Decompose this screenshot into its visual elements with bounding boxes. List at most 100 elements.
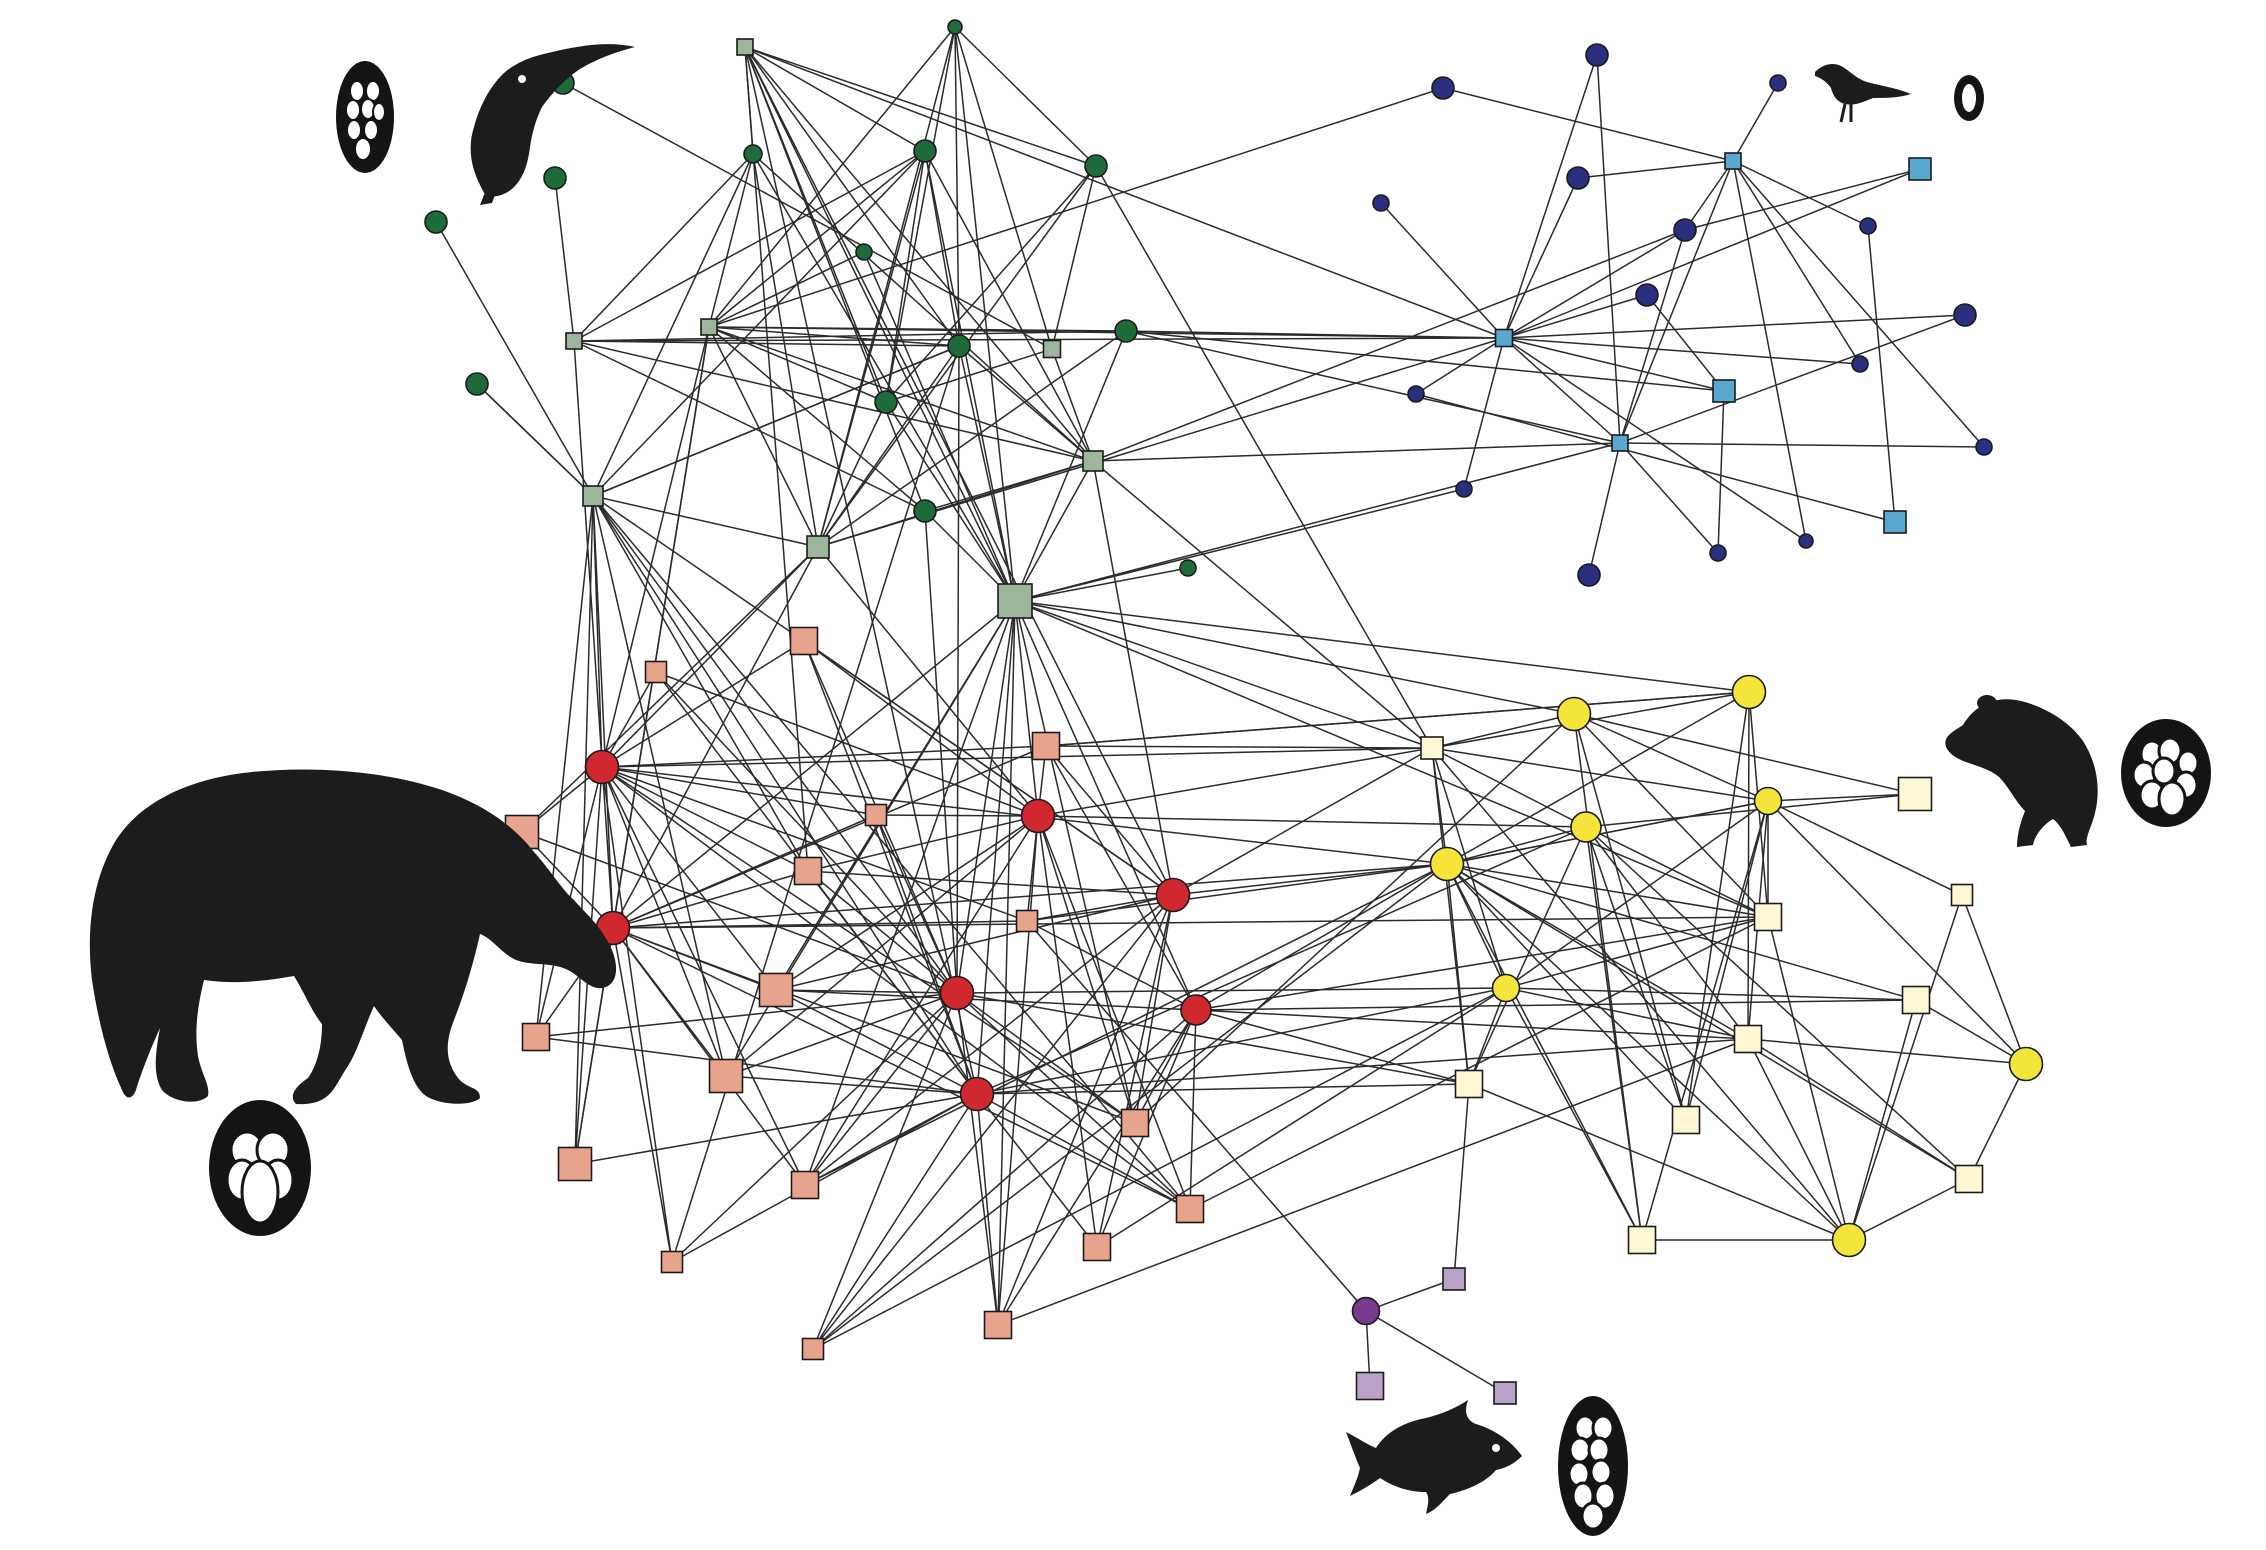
- interaction-edge: [1172, 863, 1448, 896]
- interaction-edge: [708, 87, 1444, 328]
- interaction-edge: [535, 1036, 978, 1095]
- plant-node: [793, 856, 823, 886]
- interaction-edge: [1365, 1278, 1455, 1312]
- interaction-edge: [1095, 165, 1433, 749]
- interaction-edge: [803, 640, 978, 1095]
- interaction-edge: [997, 600, 1016, 1326]
- interaction-edge: [807, 870, 958, 994]
- interaction-edge: [1365, 1310, 1506, 1394]
- interaction-edge: [1573, 713, 1916, 795]
- interaction-edge: [1014, 600, 1433, 749]
- interaction-edge: [976, 1093, 1191, 1210]
- interaction-edge: [535, 992, 958, 1038]
- interaction-edge: [592, 150, 926, 497]
- interaction-edge: [1747, 1038, 2027, 1065]
- interaction-edge: [1442, 87, 1734, 162]
- plant-node: [1175, 1194, 1205, 1224]
- interaction-edge: [592, 153, 754, 497]
- interaction-edge: [804, 600, 1016, 1186]
- interaction-edge: [997, 894, 1174, 1326]
- plant-node: [864, 803, 888, 827]
- interaction-edge: [958, 345, 1016, 602]
- interaction-edge: [1915, 999, 2027, 1065]
- interaction-edge: [1503, 337, 1861, 365]
- interaction-edge: [1092, 460, 1433, 749]
- frugivore-node: [1709, 544, 1727, 562]
- interaction-edge: [1503, 294, 1648, 339]
- interaction-edge: [1134, 894, 1174, 1124]
- interaction-edge: [708, 326, 1505, 339]
- plant-node: [1733, 1024, 1763, 1054]
- interaction-edge: [1014, 442, 1621, 602]
- interaction-edge: [1505, 987, 1917, 1001]
- frugivore-node: [1429, 846, 1465, 882]
- interaction-edge: [612, 546, 819, 929]
- interaction-edge: [612, 745, 1047, 929]
- interaction-edge: [592, 345, 960, 497]
- frugivore-node: [1491, 973, 1521, 1003]
- plant-node: [1082, 450, 1104, 472]
- interaction-edge: [804, 894, 1174, 1186]
- plant-node: [1671, 1105, 1701, 1135]
- interaction-edge: [752, 153, 819, 548]
- interaction-edge: [804, 863, 1448, 1186]
- interaction-edge: [1446, 826, 1587, 865]
- interaction-edge: [573, 340, 1094, 462]
- interaction-edge: [708, 26, 956, 328]
- interaction-edge: [554, 177, 575, 342]
- interaction-edge: [1961, 894, 2027, 1065]
- interaction-edge: [956, 992, 1136, 1124]
- interaction-edge: [1431, 747, 1769, 802]
- interaction-edge: [1431, 713, 1575, 749]
- interaction-edge: [1684, 168, 1921, 231]
- interaction-edge: [1014, 330, 1127, 602]
- interaction-edge: [655, 671, 1039, 817]
- plant-node: [1611, 434, 1629, 452]
- interaction-edge: [807, 870, 978, 1095]
- interaction-edge: [1619, 442, 1985, 448]
- frugivore-node: [1851, 355, 1869, 373]
- frugivore-node: [1431, 76, 1455, 100]
- interaction-edge: [1037, 815, 1191, 1210]
- interaction-edge: [958, 345, 1094, 462]
- interaction-edge: [817, 401, 887, 548]
- interaction-edge: [671, 1093, 978, 1263]
- rodent-silhouette-icon: [1945, 695, 2098, 847]
- interaction-edge: [1468, 987, 1507, 1085]
- interaction-edge: [1446, 800, 1769, 865]
- frugivore-node: [743, 144, 763, 164]
- interaction-edge: [1415, 337, 1505, 395]
- species-nodes: [424, 19, 2044, 1405]
- interaction-edge: [1446, 863, 1749, 1040]
- interaction-edge: [1767, 800, 1963, 896]
- plant-node: [1724, 152, 1742, 170]
- medium-seeds-icon: [2121, 719, 2211, 827]
- frugivore-node: [874, 390, 898, 414]
- interaction-edge: [1767, 800, 2027, 1065]
- frugivore-node: [913, 499, 937, 523]
- interaction-edge: [1453, 1083, 1470, 1280]
- interaction-edge: [1468, 826, 1587, 1085]
- frugivore-node: [1798, 533, 1814, 549]
- interaction-edge: [1134, 1009, 1197, 1124]
- frugivore-node: [1556, 696, 1592, 732]
- frugivore-node: [959, 1076, 995, 1112]
- interaction-edge: [1026, 920, 1367, 1312]
- frugivore-node: [1585, 43, 1609, 67]
- interaction-edge: [1505, 987, 1643, 1241]
- interaction-edge: [1468, 1083, 1850, 1241]
- interaction-edge: [1051, 348, 1094, 462]
- interaction-edge: [976, 1093, 1098, 1248]
- interaction-edge: [671, 992, 958, 1263]
- interaction-edge: [1619, 160, 1734, 444]
- interaction-edge: [976, 826, 1587, 1095]
- frugivore-node: [1953, 303, 1977, 327]
- interaction-edge: [708, 326, 926, 512]
- interaction-edge: [954, 26, 1053, 350]
- interaction-edge: [1096, 987, 1507, 1248]
- interaction-edge: [997, 1009, 1197, 1326]
- plant-node: [1950, 883, 1974, 907]
- frugivore-node: [1084, 154, 1108, 178]
